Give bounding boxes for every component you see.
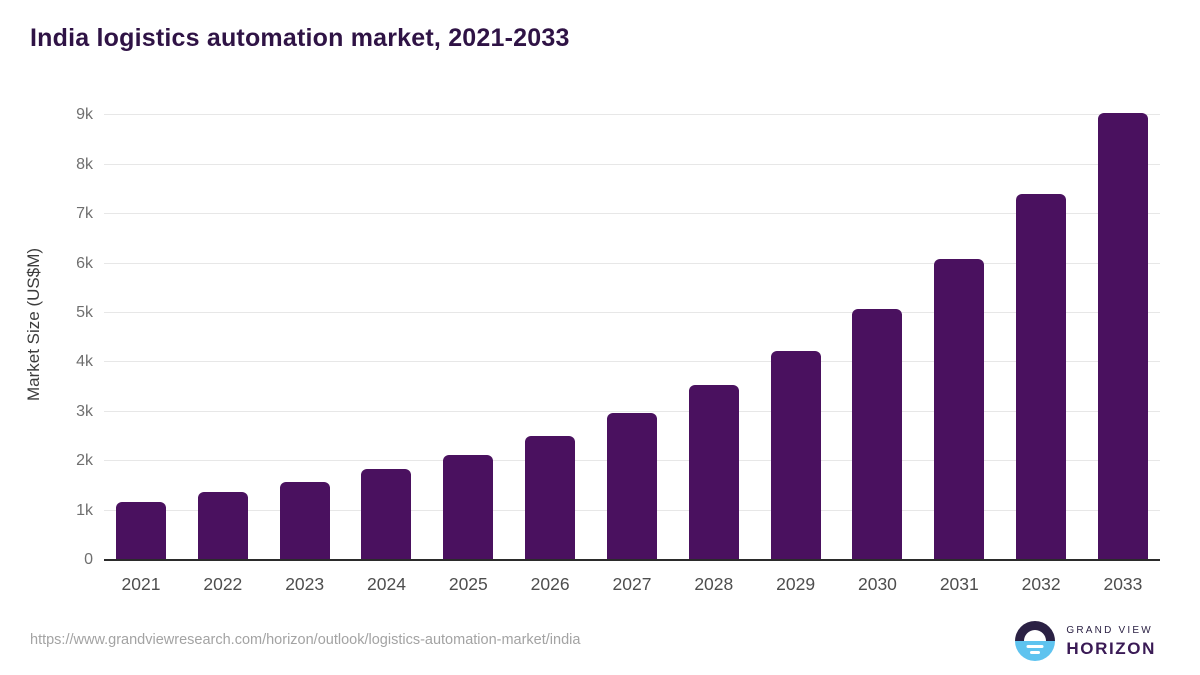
x-tick-label: 2026 [530,574,570,594]
x-tick-2032: 2032 [1016,574,1066,595]
x-tick-label: 2032 [1021,574,1061,594]
x-tick-2026: 2026 [525,574,575,595]
x-tick-2025: 2025 [443,574,493,595]
y-tick-label-1k: 1k [76,501,93,519]
bars-row [104,88,1160,560]
plot-area: 0 1k 2k 3k 4k 5k 6k 7k 8k 9k 2021 2022 2023 2024 2025… [76,88,1160,594]
sun-reflection-line [1030,651,1041,654]
x-tick-label: 2033 [1103,574,1143,594]
x-axis-line [104,559,1160,561]
gridline-9k [104,114,1160,116]
bar-2024[interactable] [361,469,412,560]
x-tick-label: 2029 [776,574,816,594]
sun-reflection-line [1026,644,1044,648]
bar-2023[interactable] [279,481,330,560]
bar-2033[interactable] [1097,112,1148,560]
bar-2027[interactable] [606,412,657,560]
y-tick-label-7k: 7k [76,205,93,223]
x-tick-label: 2021 [121,574,161,594]
grand-view-horizon-logo: GRAND VIEW HORIZON [1015,621,1156,661]
bar-2029[interactable] [770,351,821,560]
chart-title: India logistics automation market, 2021-… [30,24,570,52]
y-tick-label-6k: 6k [76,254,93,272]
x-tick-2024: 2024 [361,574,411,595]
x-tick-label: 2022 [203,574,243,594]
x-tick-label: 2030 [857,574,897,594]
gridline-3k [104,410,1160,412]
y-tick-label-5k: 5k [76,304,93,321]
y-axis-title: Market Size (US$M) [24,247,43,401]
bar-2028[interactable] [688,385,739,560]
bar-2031[interactable] [934,258,985,560]
x-tick-2022: 2022 [198,574,248,595]
bar-2021[interactable] [116,501,166,560]
x-tick-2028: 2028 [689,574,739,595]
x-tick-label: 2025 [448,574,488,594]
gridline-5k [104,312,1160,313]
bar-2030[interactable] [852,309,903,560]
x-tick-label: 2027 [612,574,652,594]
x-tick-2029: 2029 [771,574,821,595]
y-tick-label-0: 0 [84,551,93,568]
x-tick-label: 2031 [939,574,979,594]
y-tick-label-2k: 2k [76,452,93,470]
gridline-6k [104,262,1160,264]
bar-2022[interactable] [197,492,248,560]
x-tick-2027: 2027 [607,574,657,595]
gridline-8k [104,163,1160,165]
logo-product-name: HORIZON [1066,638,1156,658]
sunrise-horizon-icon [1015,621,1056,661]
x-tick-label: 2028 [694,574,734,594]
x-tick-2033: 2033 [1098,574,1148,595]
y-tick-label-8k: 8k [76,155,93,173]
sun-icon [1024,630,1047,641]
bar-2025[interactable] [443,454,494,560]
bar-2026[interactable] [525,436,576,560]
x-tick-label: 2023 [285,574,325,594]
bar-2032[interactable] [1016,193,1067,560]
y-tick-label-9k: 9k [76,106,93,124]
x-tick-2021: 2021 [116,574,166,595]
x-tick-2031: 2031 [934,574,984,595]
y-tick-label-4k: 4k [76,353,93,371]
x-axis-tick-labels: 2021 2022 2023 2024 2025 2026 2027 2028 2029 2030… [104,574,1160,595]
gridline-7k [104,213,1160,215]
y-tick-label-3k: 3k [76,402,93,420]
logo-brand-name: GRAND VIEW [1066,624,1153,636]
gridline-4k [104,361,1160,363]
source-url: https://www.grandviewresearch.com/horizo… [30,632,581,648]
x-tick-2030: 2030 [852,574,902,595]
x-tick-label: 2024 [367,574,406,594]
x-tick-2023: 2023 [280,574,330,595]
logo-text: GRAND VIEW HORIZON [1066,624,1156,658]
